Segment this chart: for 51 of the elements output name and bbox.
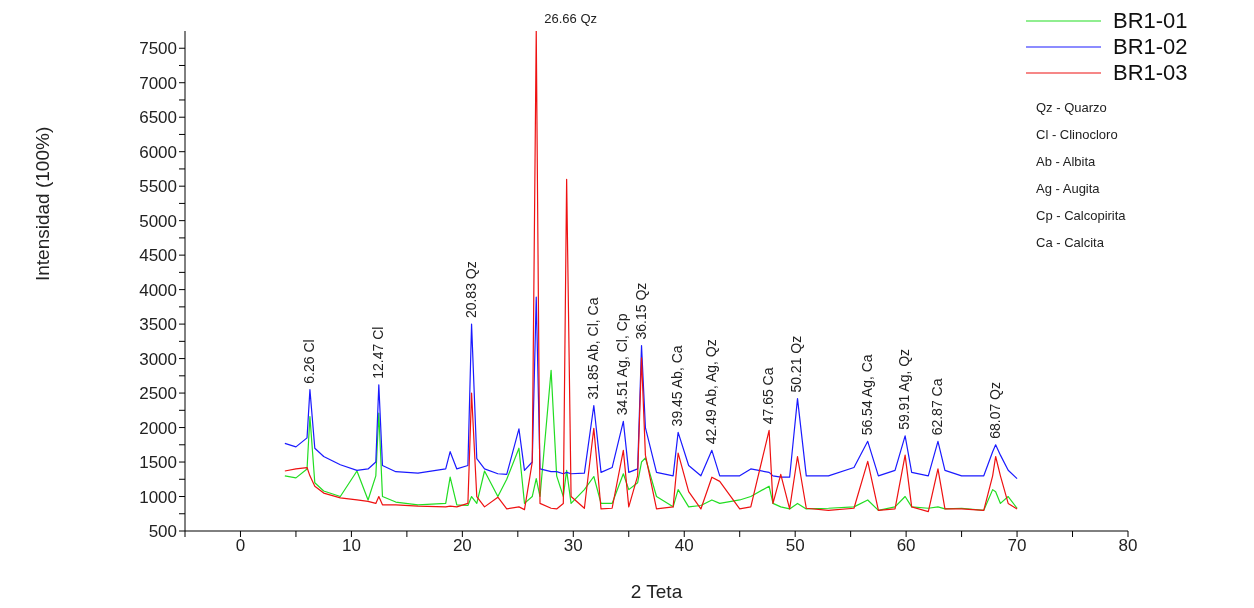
x-tick-label: 30 xyxy=(563,536,583,556)
annotation: 59.91 Ag, Qz xyxy=(896,348,913,430)
x-tick-label: 0 xyxy=(235,536,246,556)
annotation: 39.45 Ab, Ca xyxy=(669,345,686,427)
annotation: 42.49 Ab, Ag, Qz xyxy=(702,339,719,445)
legend-label: BR1-01 xyxy=(1113,8,1188,34)
annotation: 68.07 Qz xyxy=(986,381,1003,439)
legend-label: BR1-03 xyxy=(1113,60,1188,86)
y-tick-label: 1000 xyxy=(139,487,177,507)
annotation: 50.21 Qz xyxy=(788,335,805,393)
y-tick-label: 7500 xyxy=(139,39,177,59)
y-tick-label: 2000 xyxy=(139,418,177,438)
annotation: Qz - Quarzo xyxy=(1036,100,1108,117)
y-tick-label: 6000 xyxy=(139,142,177,162)
annotation: Ag - Augita xyxy=(1036,181,1101,198)
legend-label: BR1-02 xyxy=(1113,34,1188,60)
y-tick-label: 3500 xyxy=(139,315,177,335)
annotation: 47.65 Ca xyxy=(760,367,777,425)
y-tick-label: 3000 xyxy=(139,349,177,369)
y-tick-label: 1500 xyxy=(139,453,177,473)
y-tick-label: 500 xyxy=(148,522,177,542)
y-tick-label: 5000 xyxy=(139,211,177,231)
annotation: 26.66 Qz xyxy=(544,11,598,26)
annotation: Cl - Clinocloro xyxy=(1036,127,1119,144)
y-tick-label: 4000 xyxy=(139,280,177,300)
y-tick-label: 5500 xyxy=(139,177,177,197)
annotation: 36.15 Qz xyxy=(632,282,649,340)
annotation: Ab - Albita xyxy=(1036,154,1097,171)
annotation: 62.87 Ca xyxy=(928,378,945,436)
x-tick-label: 70 xyxy=(1007,536,1027,556)
y-tick-label: 2500 xyxy=(139,384,177,404)
line-series xyxy=(284,31,1018,513)
y-tick-label: 6500 xyxy=(139,108,177,128)
x-tick-label: 60 xyxy=(896,536,916,556)
annotation: 6.26 Cl xyxy=(300,339,317,384)
annotation: Cp - Calcopirita xyxy=(1036,208,1127,225)
annotation: Ca - Calcita xyxy=(1036,235,1105,252)
x-tick-label: 10 xyxy=(341,536,361,556)
annotation: 20.83 Qz xyxy=(462,261,479,319)
x-tick-label: 80 xyxy=(1118,536,1138,556)
annotation: 31.85 Ab, Cl, Ca xyxy=(584,297,601,400)
x-tick-label: 20 xyxy=(452,536,472,556)
annotation: 12.47 Cl xyxy=(369,326,386,379)
annotation: 34.51 Ag, Cl, Cp xyxy=(614,313,631,416)
x-tick-label: 50 xyxy=(785,536,805,556)
y-axis-title: Intensidad (100%) xyxy=(31,126,53,281)
y-tick-label: 4500 xyxy=(139,246,177,266)
x-axis-title: 2 Teta xyxy=(630,581,683,602)
x-tick-label: 40 xyxy=(674,536,694,556)
y-tick-label: 7000 xyxy=(139,73,177,93)
annotation: 56.54 Ag, Ca xyxy=(858,354,875,436)
